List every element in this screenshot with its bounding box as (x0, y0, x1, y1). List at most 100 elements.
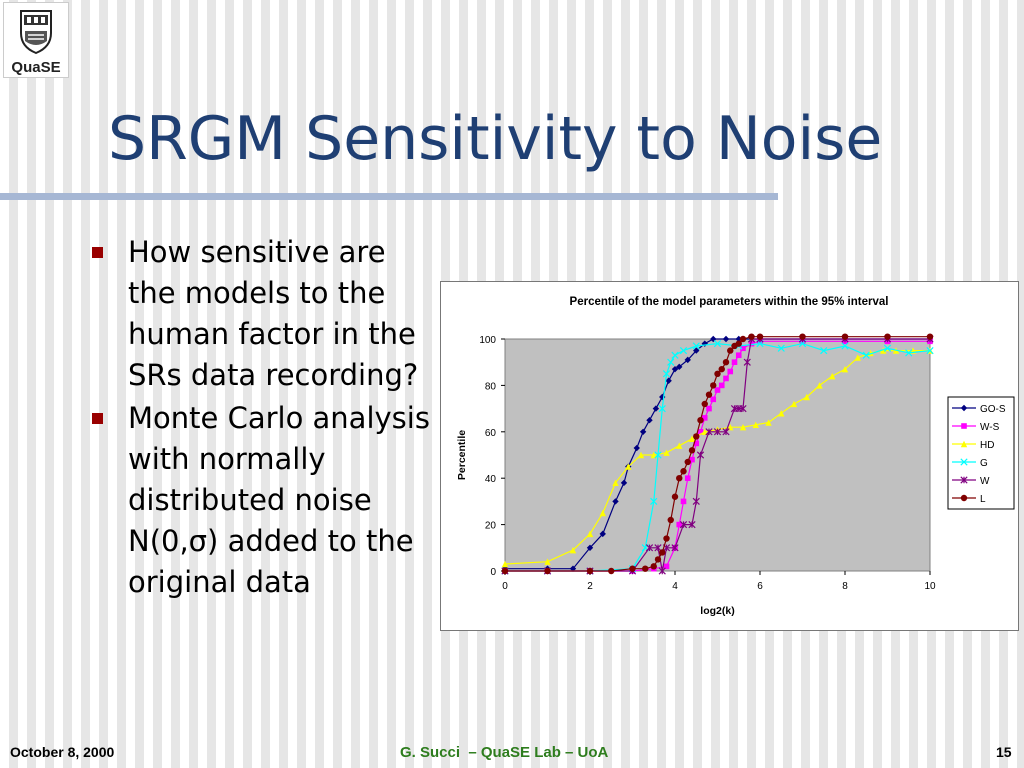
university-crest-icon (20, 10, 52, 55)
data-point-g (777, 344, 785, 352)
data-point-l (676, 475, 683, 482)
page-number: 15 (996, 744, 1012, 760)
data-point-hd (765, 419, 772, 426)
data-point-g (671, 351, 679, 359)
data-point-w (696, 451, 705, 459)
data-point-w (722, 428, 730, 436)
data-point-l (586, 567, 594, 575)
data-point-go-s (659, 393, 666, 401)
x-tick-label: 0 (502, 581, 508, 592)
data-point-hd (612, 479, 619, 487)
data-point-w-s (663, 563, 670, 570)
data-point-l (697, 417, 704, 424)
data-point-w-s (710, 396, 717, 403)
data-point-w-s (727, 368, 734, 375)
data-point-w-s (676, 521, 683, 528)
data-point-hd (778, 410, 785, 417)
legend-marker-w-s (961, 423, 967, 429)
data-point-hd (880, 347, 887, 354)
data-point-l (608, 567, 615, 575)
data-point-g (692, 342, 700, 350)
slide-title: SRGM Sensitivity to Noise (108, 104, 883, 174)
data-point-l (727, 347, 734, 354)
y-tick-label: 80 (485, 381, 497, 392)
data-point-l (926, 333, 934, 340)
x-tick-label: 6 (757, 581, 763, 592)
bullet-item: How sensitive are the models to the huma… (92, 232, 442, 396)
legend-label-w-s: W-S (980, 422, 1000, 433)
data-point-g (654, 451, 662, 459)
data-point-go-s (612, 498, 619, 505)
data-point-go-s (652, 405, 660, 412)
x-tick-label: 4 (672, 581, 678, 592)
data-point-l (714, 370, 721, 377)
data-point-l (841, 333, 849, 340)
data-point-l (735, 340, 742, 347)
data-point-go-s (639, 428, 647, 435)
data-point-w-s (723, 375, 729, 382)
data-point-w-s (735, 352, 742, 359)
data-point-w (713, 428, 722, 436)
data-point-w-s (714, 387, 721, 393)
data-point-w (688, 520, 696, 529)
data-point-l (671, 493, 679, 500)
data-point-g (926, 346, 934, 355)
data-point-go-s (684, 356, 691, 364)
data-point-hd (501, 560, 509, 568)
data-point-w (705, 428, 713, 436)
data-point-w (679, 520, 688, 529)
data-point-g (662, 370, 671, 378)
series-line-l (505, 336, 930, 572)
data-point-w-s (693, 440, 700, 447)
logo-text: QuaSE (11, 59, 61, 76)
data-point-w-s (684, 475, 691, 481)
bullet-text: Monte Carlo analysis with normally distr… (128, 401, 430, 599)
data-point-hd (586, 530, 594, 538)
data-point-go-s (633, 444, 640, 452)
data-point-hd (841, 365, 849, 373)
x-tick-label: 8 (842, 581, 848, 592)
legend-marker-l (960, 494, 968, 502)
data-point-g (841, 342, 849, 350)
data-point-hd (544, 558, 551, 565)
data-point-w-s (706, 405, 712, 412)
data-point-w (658, 567, 666, 575)
data-point-hd (650, 451, 657, 459)
y-tick-label: 100 (479, 335, 496, 346)
data-point-hd (854, 354, 861, 361)
legend-label-w: W (980, 476, 990, 487)
data-point-l (718, 365, 725, 373)
x-tick-label: 10 (924, 581, 936, 592)
data-point-w-s (740, 345, 746, 352)
data-point-hd (688, 435, 696, 442)
data-point-go-s (586, 544, 594, 551)
data-point-w-s (748, 340, 755, 347)
data-point-hd (803, 393, 810, 401)
data-point-l (629, 565, 636, 572)
legend-marker-hd (960, 440, 968, 448)
data-point-l (654, 556, 662, 563)
data-point-g (820, 346, 828, 355)
percentile-chart: Percentile of the model parameters withi… (456, 296, 1015, 617)
data-point-w-s (718, 382, 725, 389)
data-point-g (905, 349, 913, 357)
data-point-l (688, 447, 696, 454)
data-point-go-s (671, 365, 679, 373)
data-point-w-s (680, 498, 687, 505)
legend-label-hd: HD (980, 440, 994, 451)
bullet-item: Monte Carlo analysis with normally distr… (92, 398, 442, 603)
data-point-g (713, 340, 722, 348)
data-point-w-s (731, 359, 738, 365)
x-axis-label: log2(k) (700, 605, 734, 617)
bullet-text: How sensitive are the models to the huma… (128, 235, 419, 392)
y-tick-label: 60 (485, 428, 497, 439)
data-point-hd (701, 428, 708, 435)
legend-label-g: G (980, 458, 988, 469)
data-point-l (748, 333, 755, 340)
series-line-hd (504, 349, 930, 565)
data-point-l (739, 335, 747, 343)
data-point-l (722, 359, 730, 366)
data-point-l (544, 567, 551, 575)
data-point-go-s (710, 335, 717, 343)
data-point-l (684, 458, 691, 466)
